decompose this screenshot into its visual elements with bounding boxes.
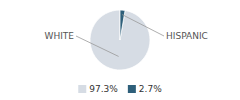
chart: WHITE HISPANIC 97.3% 2.7% bbox=[0, 0, 240, 100]
leader-line bbox=[122, 15, 164, 36]
leader-line bbox=[76, 36, 119, 56]
legend-label: 97.3% bbox=[89, 84, 118, 94]
legend: 97.3% 2.7% bbox=[78, 84, 162, 94]
pie bbox=[90, 10, 150, 70]
legend-label: 2.7% bbox=[139, 84, 162, 94]
category-label: WHITE bbox=[44, 31, 74, 41]
pie-slice bbox=[90, 10, 150, 70]
category-label: HISPANIC bbox=[166, 31, 208, 41]
legend-swatch bbox=[128, 85, 136, 93]
legend-swatch bbox=[78, 85, 86, 93]
